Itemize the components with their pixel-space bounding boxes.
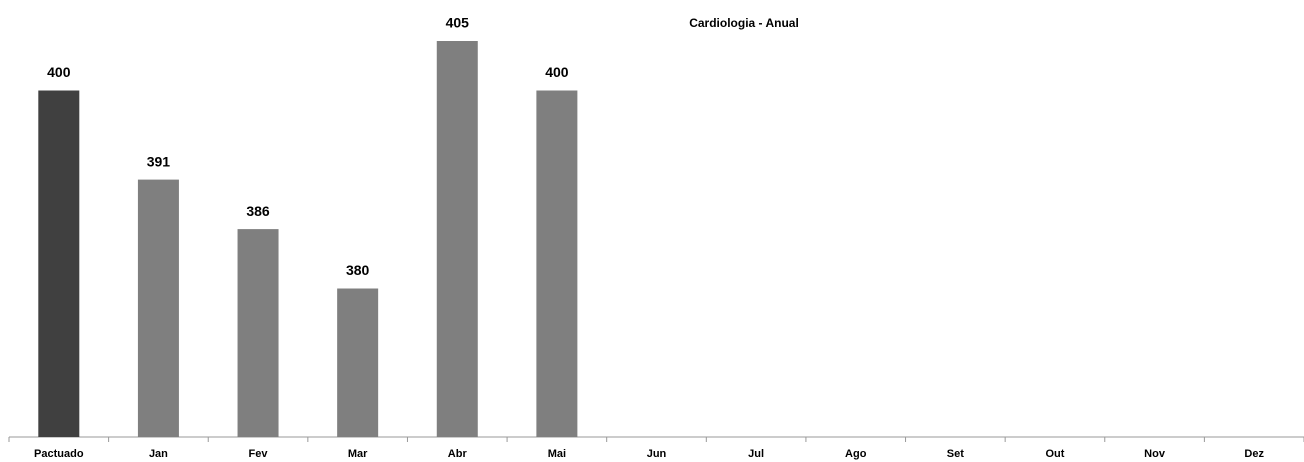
bar: [436, 41, 478, 437]
x-tick-label: Nov: [1144, 448, 1166, 460]
x-tick-label: Mai: [548, 448, 566, 460]
x-tick-label: Ago: [845, 448, 867, 460]
x-tick-label: Dez: [1244, 448, 1264, 460]
x-tick-label: Abr: [448, 448, 468, 460]
bar: [536, 90, 578, 437]
x-tick-label: Jan: [149, 448, 168, 460]
x-tick-label: Jun: [647, 448, 667, 460]
x-tick-label: Set: [947, 448, 964, 460]
bar: [137, 179, 179, 437]
bar: [337, 288, 379, 437]
value-label: 380: [346, 262, 370, 278]
x-tick-label: Jul: [748, 448, 764, 460]
x-tick-label: Mar: [348, 448, 368, 460]
value-label: 405: [446, 15, 470, 31]
value-label: 391: [147, 153, 171, 169]
bar: [237, 229, 279, 437]
value-label: 400: [545, 64, 569, 80]
value-label: 386: [246, 203, 270, 219]
x-tick-label: Pactuado: [34, 448, 84, 460]
x-tick-label: Fev: [249, 448, 269, 460]
x-tick-label: Out: [1045, 448, 1064, 460]
chart-title: Cardiologia - Anual: [689, 16, 799, 30]
bar: [38, 90, 80, 437]
value-label: 400: [47, 64, 71, 80]
